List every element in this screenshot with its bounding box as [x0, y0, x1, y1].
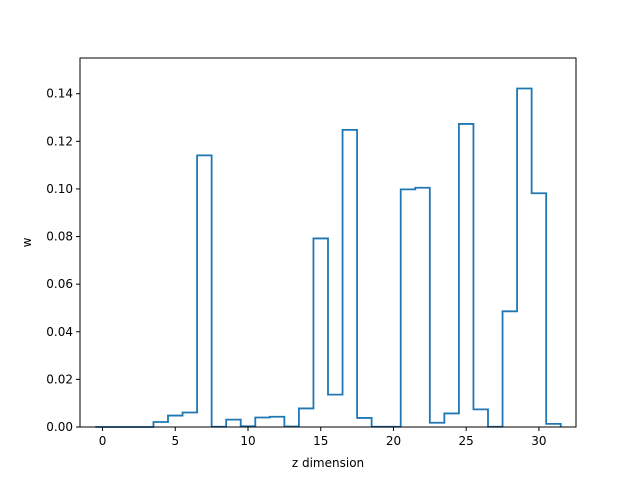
- x-tick-label: 5: [171, 434, 179, 448]
- y-tick-label: 0.02: [46, 372, 73, 386]
- y-tick-label: 0.10: [46, 182, 73, 196]
- x-axis-label: z dimension: [292, 456, 364, 470]
- plot-frame: [79, 57, 577, 428]
- y-tick-label: 0.12: [46, 134, 73, 148]
- x-tick-label: 20: [386, 434, 401, 448]
- x-axis-ticks: 0 5 10 15 20 25 30: [99, 427, 547, 448]
- x-tick-label: 15: [313, 434, 328, 448]
- y-tick-label: 0.08: [46, 230, 73, 244]
- y-tick-label: 0.06: [46, 277, 73, 291]
- x-tick-label: 0: [99, 434, 107, 448]
- y-axis-ticks: 0.00 0.02 0.04 0.06 0.08 0.10 0.12 0.14: [46, 87, 80, 434]
- y-tick-label: 0.04: [46, 325, 73, 339]
- y-axis-label: w: [20, 237, 34, 247]
- x-tick-label: 30: [531, 434, 546, 448]
- x-tick-label: 25: [459, 434, 474, 448]
- y-tick-label: 0.14: [46, 87, 73, 101]
- x-tick-label: 10: [240, 434, 255, 448]
- y-tick-label: 0.00: [46, 420, 73, 434]
